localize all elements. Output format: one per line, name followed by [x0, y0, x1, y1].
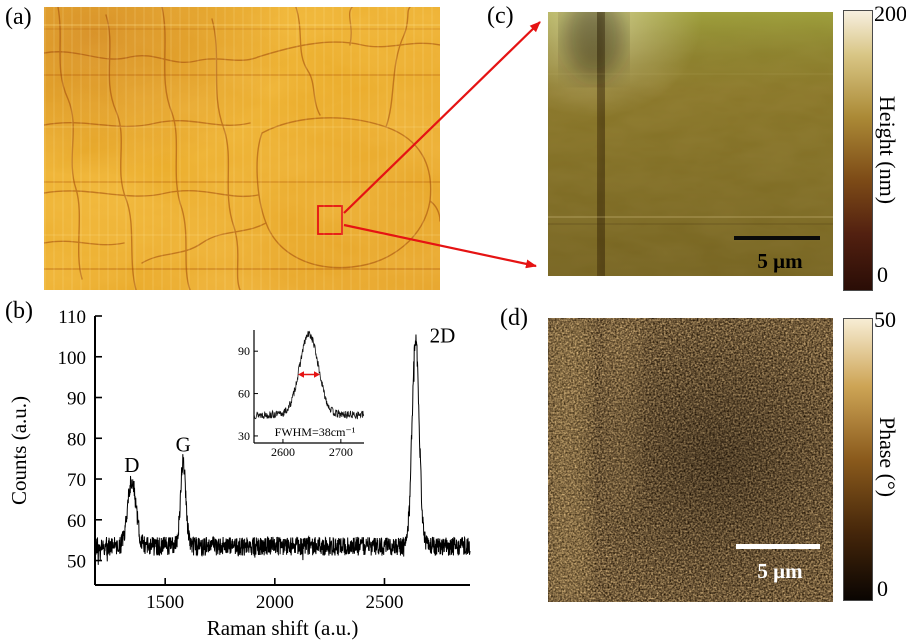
- afm-phase-svg: 5 μm: [548, 318, 833, 602]
- fwhm-arrow-left-head: [298, 371, 304, 378]
- afm-height-image: 5 μm: [548, 0, 833, 290]
- inset-x-tick-label: 2600: [271, 445, 295, 459]
- y-tick-label: 60: [67, 511, 86, 532]
- raman-trace: [94, 334, 471, 565]
- scale-bar: [734, 236, 820, 240]
- x-tick-label: 1500: [146, 592, 184, 613]
- height-scratches: [548, 73, 833, 225]
- height-colorbar-min: 0: [877, 262, 888, 287]
- phase-center-shade: [548, 318, 833, 602]
- height-colorbar: [843, 10, 873, 291]
- scale-bar: [736, 544, 820, 549]
- panel-c-label: (c): [487, 3, 514, 29]
- panel-d-label: (d): [500, 305, 528, 331]
- x-tick-label: 2000: [256, 592, 294, 613]
- y-tick-label: 50: [67, 552, 86, 573]
- x-axis-title: Raman shift (a.u.): [207, 616, 359, 640]
- phase-colorbar-max: 50: [874, 307, 896, 332]
- inset-y-tick-label: 90: [238, 344, 250, 358]
- y-tick-label: 70: [67, 470, 86, 491]
- y-tick-label: 100: [58, 348, 87, 369]
- panel-b-label: (b): [5, 298, 33, 324]
- y-tick-label: 110: [58, 307, 86, 328]
- zoom-region-marker: [317, 205, 343, 235]
- scale-bar-label: 5 μm: [757, 559, 803, 583]
- optical-micrograph: [43, 6, 441, 291]
- peak-label-G: G: [176, 433, 191, 457]
- afm-height-svg: 5 μm: [548, 0, 833, 290]
- phase-colorbar: [843, 318, 873, 601]
- y-axis-title: Counts (a.u.): [8, 396, 31, 505]
- y-tick-label: 90: [67, 389, 86, 410]
- panel-a-label: (a): [5, 4, 32, 30]
- optical-micrograph-image: [43, 6, 441, 291]
- inset-y-tick-label: 60: [238, 387, 250, 401]
- raman-spectrum-chart: 50 60 70 80 90 100 110 1500 2000 2500 Raman shift …: [8, 307, 471, 640]
- afm-phase-image: 5 μm: [548, 318, 833, 602]
- height-bottom-shade: [548, 12, 833, 276]
- fwhm-arrow-right-head: [314, 371, 320, 378]
- height-colorbar-title: Height (nm): [875, 95, 900, 205]
- phase-colorbar-title: Phase (°): [875, 416, 900, 498]
- x-tick-label: 2500: [365, 592, 403, 613]
- micrograph-shade: [44, 7, 440, 290]
- fwhm-annotation: FWHM=38cm⁻¹: [275, 425, 356, 439]
- phase-colorbar-min: 0: [877, 576, 888, 601]
- inset-y-tick-label: 30: [238, 429, 250, 443]
- inset-x-tick-label: 2700: [329, 445, 353, 459]
- y-tick-label: 80: [67, 429, 86, 450]
- inset-trace: [253, 330, 365, 420]
- height-colorbar-max: 200: [874, 1, 906, 26]
- peak-label-2D: 2D: [430, 323, 456, 347]
- scale-bar-label: 5 μm: [757, 249, 803, 273]
- peak-label-D: D: [124, 453, 139, 477]
